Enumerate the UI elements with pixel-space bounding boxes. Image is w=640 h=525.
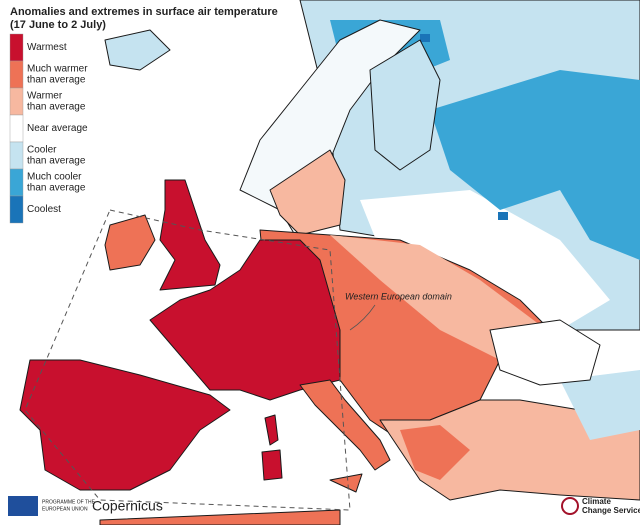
coolest-zone bbox=[498, 212, 508, 220]
italy bbox=[299, 379, 391, 471]
south-sweden-denmark bbox=[269, 149, 346, 236]
subtitle: (17 June to 2 July) bbox=[10, 19, 106, 31]
finland bbox=[369, 39, 441, 171]
title: Anomalies and extremes in surface air te… bbox=[10, 6, 278, 18]
legend-swatch bbox=[9, 33, 24, 62]
legend-swatch bbox=[9, 60, 24, 89]
programme-line: EUROPEAN UNION bbox=[42, 506, 88, 512]
coolest-zone bbox=[420, 34, 430, 42]
legend-label: Near average bbox=[27, 123, 88, 134]
legend-label: Cooler bbox=[27, 145, 57, 156]
legend-swatch bbox=[9, 141, 24, 170]
western-europe bbox=[149, 239, 341, 401]
legend-label: than average bbox=[27, 75, 86, 86]
legend-label: than average bbox=[27, 183, 86, 194]
iberia bbox=[19, 359, 231, 491]
copernicus-logo: Copernicus bbox=[92, 498, 163, 514]
much-warmer-zone bbox=[400, 425, 470, 480]
legend-label: Much cooler bbox=[27, 172, 82, 183]
service-icon bbox=[561, 497, 579, 515]
map bbox=[19, 0, 640, 525]
legend-swatch bbox=[9, 168, 24, 197]
programme-line: PROGRAMME OF THE bbox=[42, 499, 96, 505]
annotation-pointer bbox=[349, 304, 376, 331]
legend-label: Much warmer bbox=[27, 64, 88, 75]
legend-label: Warmest bbox=[27, 42, 67, 53]
much-cooler-zone bbox=[430, 70, 640, 260]
legend-label: than average bbox=[27, 102, 86, 113]
iceland bbox=[104, 29, 171, 71]
annotation: Western European domain bbox=[345, 291, 452, 301]
ireland bbox=[104, 214, 156, 271]
service-line: Climate bbox=[582, 497, 611, 506]
near-average-zone bbox=[360, 190, 610, 330]
black-sea bbox=[489, 319, 601, 386]
service-line: Change Service bbox=[582, 506, 640, 515]
legend-label: Coolest bbox=[27, 204, 61, 215]
eu-flag bbox=[8, 496, 38, 516]
domain-outline bbox=[24, 209, 351, 511]
cooler-zone bbox=[560, 370, 640, 440]
legend-label: Warmer bbox=[27, 91, 63, 102]
north-africa bbox=[99, 509, 341, 525]
great-britain bbox=[159, 179, 221, 291]
corsica-sardinia bbox=[261, 414, 283, 481]
sicily bbox=[329, 473, 363, 493]
legend-label: than average bbox=[27, 156, 86, 167]
legend-swatch bbox=[9, 87, 24, 116]
legend-swatch bbox=[9, 195, 24, 224]
legend-swatch bbox=[9, 114, 24, 143]
